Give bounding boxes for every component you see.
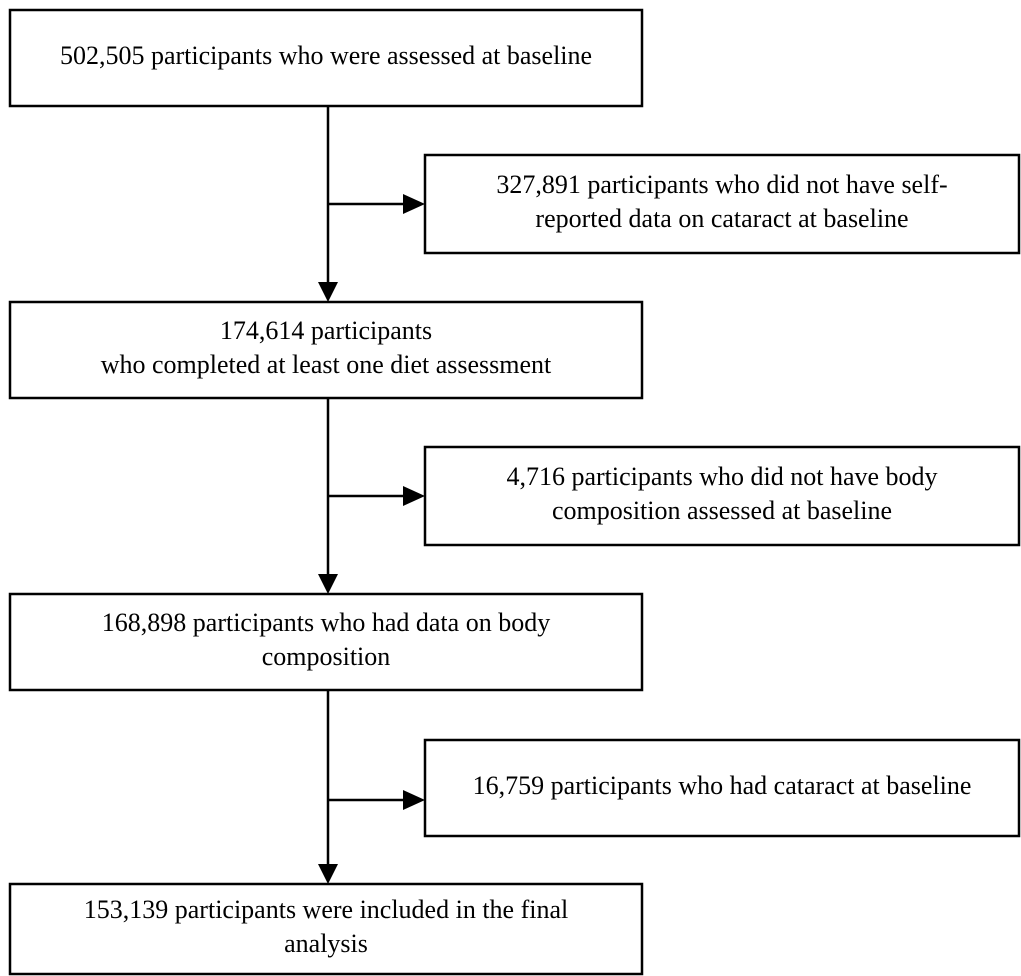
box-text: 502,505 participants who were assessed a…	[60, 41, 592, 70]
step-box	[8, 8, 644, 108]
box-text: 327,891 participants who did not have se…	[496, 170, 947, 199]
box-text: 4,716 participants who did not have body	[506, 462, 937, 491]
box-text: 16,759 participants who had cataract at …	[473, 771, 972, 800]
exclusion-box	[423, 445, 1021, 547]
box-text: who completed at least one diet assessme…	[101, 350, 552, 379]
box-text: analysis	[284, 929, 368, 958]
arrowhead	[318, 574, 338, 594]
arrowhead	[403, 790, 425, 810]
box-text: composition assessed at baseline	[552, 496, 892, 525]
arrowhead	[403, 194, 425, 214]
box-text: reported data on cataract at baseline	[535, 204, 908, 233]
step-box	[8, 882, 644, 976]
box-text: 153,139 participants were included in th…	[84, 895, 568, 924]
arrowhead	[318, 282, 338, 302]
arrowhead	[403, 486, 425, 506]
box-text: 174,614 participants	[220, 316, 432, 345]
box-text: 168,898 participants who had data on bod…	[102, 608, 550, 637]
exclusion-box	[423, 153, 1021, 255]
step-box	[8, 300, 644, 400]
exclusion-box	[423, 738, 1021, 838]
arrowhead	[318, 864, 338, 884]
step-box	[8, 592, 644, 692]
box-text: composition	[262, 642, 391, 671]
